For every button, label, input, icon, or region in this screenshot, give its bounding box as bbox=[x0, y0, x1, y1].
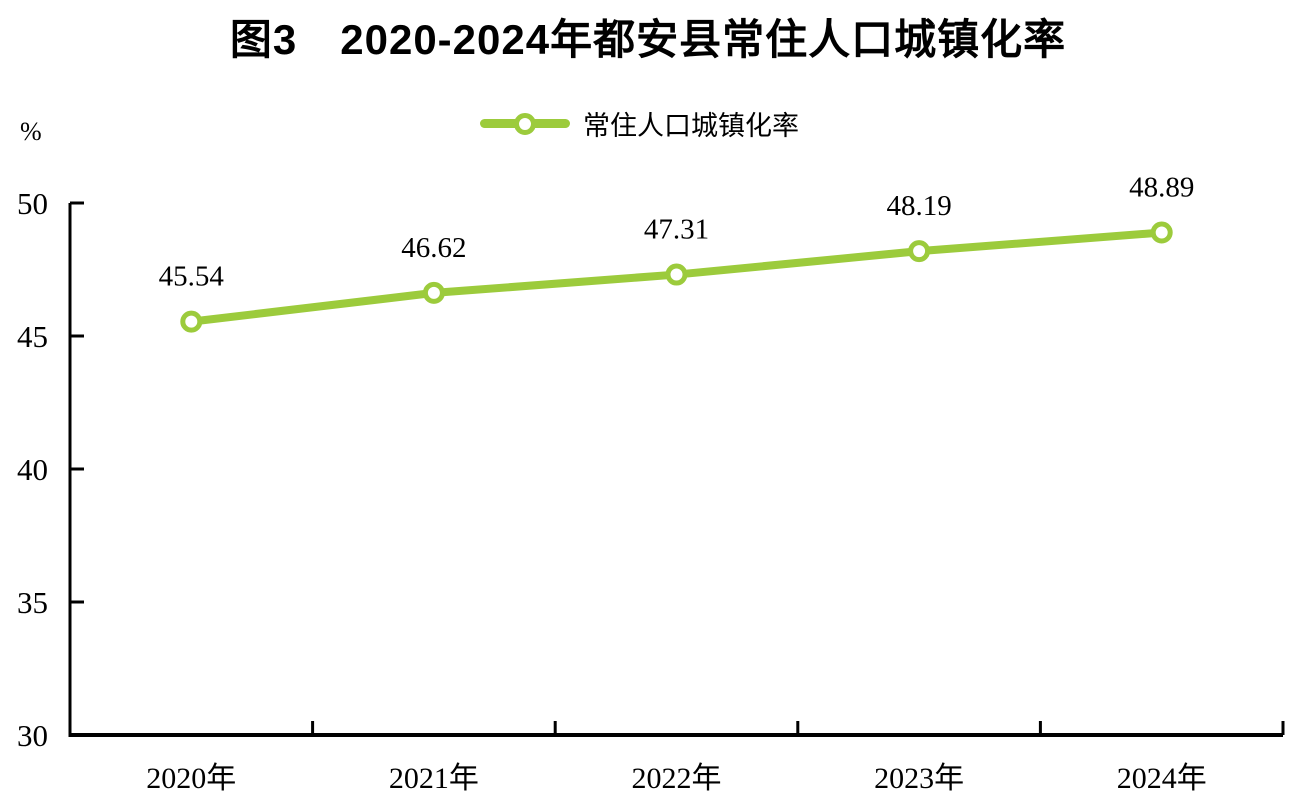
chart-title: 图3 2020-2024年都安县常住人口城镇化率 bbox=[229, 16, 1067, 63]
y-tick-label: 35 bbox=[17, 585, 48, 620]
legend: 常住人口城镇化率 bbox=[480, 104, 799, 143]
data-point-label: 46.62 bbox=[401, 232, 466, 264]
data-point-marker bbox=[908, 240, 931, 263]
data-point-label: 45.54 bbox=[159, 261, 225, 293]
data-point-label: 48.19 bbox=[886, 190, 951, 222]
data-point-label: 48.89 bbox=[1129, 172, 1194, 204]
y-axis-unit-label: % bbox=[20, 117, 42, 146]
x-tick-label: 2022年 bbox=[632, 762, 722, 795]
y-tick-label: 45 bbox=[17, 319, 48, 354]
x-tick-label: 2024年 bbox=[1117, 762, 1207, 795]
data-point-marker bbox=[665, 263, 688, 286]
y-tick-label: 50 bbox=[17, 186, 48, 221]
data-point-marker bbox=[1150, 221, 1173, 244]
legend-circle-icon bbox=[514, 112, 536, 135]
x-tick-label: 2021年 bbox=[389, 762, 479, 795]
data-point-label: 47.31 bbox=[644, 214, 709, 246]
x-tick-label: 2023年 bbox=[874, 762, 964, 795]
legend-line-marker-icon bbox=[480, 112, 570, 135]
x-tick-label: 2020年 bbox=[146, 762, 236, 795]
legend-label: 常住人口城镇化率 bbox=[583, 111, 799, 141]
data-point-marker bbox=[180, 310, 203, 333]
y-tick-label: 40 bbox=[17, 452, 48, 487]
y-tick-label: 30 bbox=[17, 718, 48, 753]
data-point-marker bbox=[422, 281, 445, 304]
